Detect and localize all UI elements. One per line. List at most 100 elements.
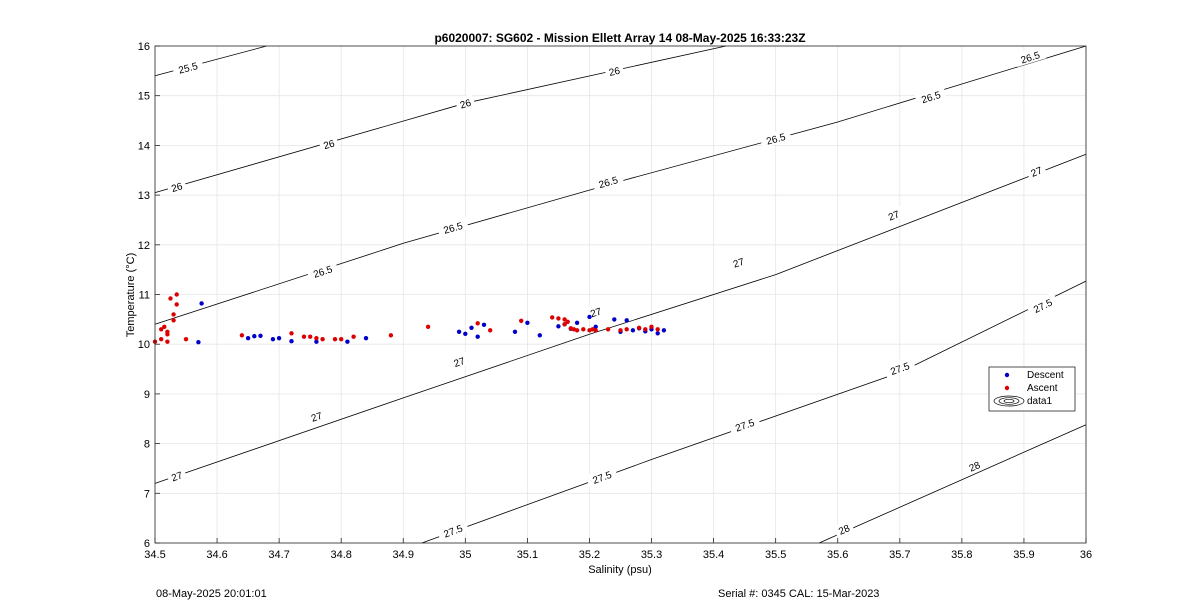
ascent-point xyxy=(475,321,480,326)
descent-point xyxy=(587,314,592,320)
ascent-point xyxy=(565,319,570,324)
contour-label-bg xyxy=(436,518,470,542)
descent-point xyxy=(345,339,350,344)
legend-marker-ascent xyxy=(1004,385,1010,391)
descent-point xyxy=(456,329,462,334)
ascent-point xyxy=(332,337,338,342)
contour-label-bg xyxy=(883,356,916,379)
contour-line-26 xyxy=(154,45,727,193)
ascent-point xyxy=(643,327,648,332)
contour-label-bg xyxy=(963,455,985,476)
contour-label-group: 26.5 xyxy=(759,127,792,149)
contour-label-group: 25.5 xyxy=(171,56,204,78)
contour-label-bg xyxy=(318,134,340,153)
ascent-point xyxy=(574,328,580,333)
y-tick-label: 8 xyxy=(144,439,150,451)
contour-label-group: 26 xyxy=(604,62,625,79)
ascent-point xyxy=(562,322,567,327)
y-axis-label: Temperature (°C) xyxy=(125,253,137,337)
descent-point xyxy=(363,336,369,341)
contour-label-bg xyxy=(1025,161,1047,181)
x-tick-label: 35 xyxy=(459,549,471,561)
contour-label-bg xyxy=(759,127,792,149)
descent-point xyxy=(475,334,480,339)
descent-point xyxy=(252,334,257,339)
contour-label-bg xyxy=(171,56,204,78)
ascent-point xyxy=(605,327,611,332)
descent-point xyxy=(481,322,487,327)
y-tick-label: 10 xyxy=(138,339,150,351)
contour-line-27 xyxy=(154,153,1087,484)
ascent-point xyxy=(165,329,170,334)
y-tick-label: 6 xyxy=(144,538,150,550)
contour-label-group: 28 xyxy=(832,519,855,539)
descent-point xyxy=(593,324,598,329)
contour-label-group: 26.5 xyxy=(306,259,339,282)
contour-label-bg xyxy=(454,93,476,112)
ascent-point xyxy=(556,316,561,321)
contour-label-group: 27.5 xyxy=(1026,292,1059,318)
descent-point xyxy=(630,328,636,333)
footer-serial-cal: Serial #: 0345 CAL: 15-Mar-2023 xyxy=(718,588,880,600)
descent-point xyxy=(314,339,319,344)
contour-label-bg xyxy=(306,259,339,282)
contour-label-bg xyxy=(436,216,469,238)
contour-label-bg xyxy=(1026,292,1059,318)
contour-label-bg xyxy=(914,85,947,107)
contour-label-group: 27 xyxy=(1025,161,1047,181)
x-tick-label: 35.5 xyxy=(765,549,786,561)
contour-label: 26 xyxy=(170,181,184,195)
x-tick-label: 34.9 xyxy=(393,549,414,561)
x-tick-label: 35.7 xyxy=(889,549,910,561)
contour-label-group: 27 xyxy=(727,252,749,271)
contour-label: 25.5 xyxy=(177,61,199,77)
x-tick-label: 34.5 xyxy=(144,549,165,561)
y-tick-label: 15 xyxy=(138,91,150,103)
ascent-point xyxy=(289,331,294,336)
contour-label-group: 27 xyxy=(448,352,470,371)
descent-point xyxy=(289,339,294,344)
contour-label-bg xyxy=(448,352,470,371)
contour-label-group: 28 xyxy=(963,455,985,476)
ascent-point xyxy=(550,315,555,320)
x-tick-label: 35.8 xyxy=(951,549,972,561)
contour-label: 27 xyxy=(310,411,325,425)
descent-point xyxy=(276,336,282,341)
contour-label-group: 26.5 xyxy=(591,170,625,192)
descent-point xyxy=(574,320,580,325)
contour-label-group: 27.5 xyxy=(585,465,619,488)
contour-label-group: 26 xyxy=(166,177,188,195)
contour-label: 28 xyxy=(837,523,852,538)
x-tick-label: 34.7 xyxy=(268,549,289,561)
x-tick-label: 35.3 xyxy=(641,549,662,561)
ascent-point xyxy=(314,336,319,341)
descent-point xyxy=(661,328,667,333)
axis-ticks: 34.5 34.6 34.7 34.8 34.9 35 35.1 35.2 35.3 35.4 35… xyxy=(138,41,1092,561)
y-tick-label: 14 xyxy=(138,140,150,152)
ascent-point xyxy=(165,339,170,344)
contour-label-group: 27 xyxy=(305,406,327,425)
contour-label-bg xyxy=(882,205,905,224)
x-tick-label: 34.8 xyxy=(330,549,351,561)
y-tick-label: 12 xyxy=(138,240,150,252)
grid xyxy=(154,45,1087,544)
contour-label-group: 26 xyxy=(454,93,476,112)
data-points xyxy=(152,292,667,345)
density-contours: 25.5 26 26 26 26 26.5 26.5 26.5 26.5 26.5 26.5 27 27… xyxy=(154,45,1087,544)
descent-point xyxy=(463,331,468,336)
x-tick-label: 35.9 xyxy=(1013,549,1034,561)
x-tick-label: 34.6 xyxy=(206,549,227,561)
y-tick-label: 11 xyxy=(139,290,150,302)
ascent-point xyxy=(519,318,524,323)
contour-label-group: 27.5 xyxy=(728,413,761,436)
contour-label: 26 xyxy=(608,66,622,79)
legend-marker-descent xyxy=(1004,372,1010,378)
y-tick-label: 16 xyxy=(138,41,150,53)
x-tick-label: 35.2 xyxy=(579,549,600,561)
contour-label-bg xyxy=(165,466,188,485)
ascent-point xyxy=(636,325,642,330)
ascent-point xyxy=(301,334,307,339)
descent-point xyxy=(245,336,251,341)
descent-point xyxy=(258,333,263,338)
